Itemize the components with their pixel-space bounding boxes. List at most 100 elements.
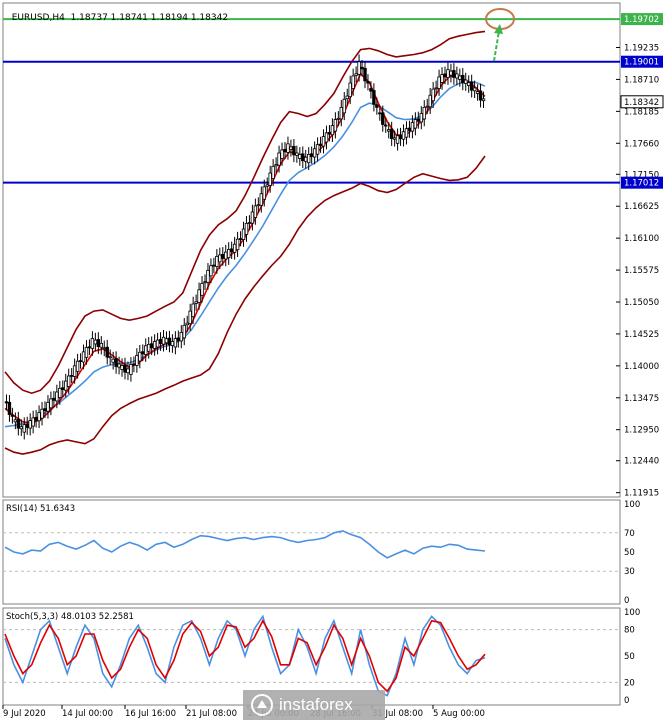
candle-body [280, 149, 284, 159]
candle-body [72, 365, 77, 377]
candle-body [138, 351, 142, 362]
candle-body [203, 281, 207, 284]
price-tick-label: 1.12440 [624, 457, 659, 467]
price-tick-label: 1.18710 [624, 75, 659, 85]
candle-body [292, 145, 296, 156]
candle-body [307, 154, 311, 164]
candle-body [149, 343, 154, 349]
level-tag-text-1.19001: 1.19001 [624, 58, 659, 68]
candle-body [410, 122, 415, 132]
candle-body [43, 408, 47, 412]
candle-body [351, 75, 355, 89]
price-tick-label: 1.17660 [624, 139, 659, 149]
candle-body [224, 251, 228, 260]
candle-body [339, 106, 343, 120]
rsi-tick-label: 50 [624, 548, 635, 558]
candle-body [253, 205, 258, 218]
price-layer [3, 18, 620, 455]
candle-body [34, 416, 38, 421]
candle-body [283, 148, 287, 153]
candle-body [4, 401, 9, 404]
candle-body [25, 423, 29, 428]
candle-body [446, 69, 450, 78]
candle-body [99, 342, 103, 348]
candle-body [277, 152, 281, 166]
price-tick-label: 1.16100 [624, 234, 659, 244]
candle-body [455, 73, 459, 79]
candle-body [152, 341, 157, 349]
candle-body [413, 119, 418, 129]
candle-body [197, 289, 201, 303]
bollinger-upper-line [4, 30, 486, 395]
candle-body [114, 358, 118, 367]
candle-body [327, 131, 332, 135]
price-tick-label: 1.15575 [624, 266, 659, 276]
candle-body [144, 345, 148, 355]
price-tick-label: 1.16625 [624, 202, 659, 212]
candle-body [16, 418, 21, 429]
rsi-tick-label: 0 [624, 596, 629, 606]
candle-body [265, 184, 269, 187]
candle-body [58, 387, 62, 398]
candle-body [389, 128, 394, 140]
candle-body [419, 113, 423, 123]
candle-body [478, 90, 483, 101]
level-tag-text-1.19702: 1.19702 [624, 15, 659, 25]
candle-body [342, 98, 346, 114]
candle-body [209, 265, 213, 277]
candle-body [96, 339, 101, 347]
candle-body [375, 104, 379, 108]
candle-body [425, 105, 429, 108]
x-tick-label: 21 Jul 08:00 [186, 709, 237, 719]
candle-body [235, 238, 240, 251]
candle-body [232, 243, 237, 253]
candle-body [105, 346, 109, 358]
candle-body [129, 364, 133, 375]
candle-body [381, 112, 385, 125]
candle-body [52, 397, 56, 401]
candle-body [132, 363, 136, 366]
candle-body [37, 412, 41, 422]
candle-body [298, 154, 302, 159]
candle-body [147, 343, 151, 352]
price-tick-label: 1.14525 [624, 330, 659, 340]
symbol-label: EURUSD,H4 [11, 13, 65, 23]
candle-body [158, 339, 163, 344]
candle-body [161, 336, 166, 345]
candle-body [84, 347, 89, 358]
candle-body [289, 146, 293, 150]
candle-body [434, 87, 438, 90]
candle-body [78, 360, 83, 362]
candle-body [472, 87, 477, 92]
candle-body [395, 135, 400, 144]
stoch-tick-label: 50 [624, 652, 635, 662]
candle-body [304, 156, 308, 162]
candle-body [194, 301, 198, 304]
candle-body [366, 81, 370, 84]
candle-body [250, 211, 255, 224]
candle-body [469, 81, 474, 91]
chart-title: EURUSD,H4 1.18737 1.18741 1.18194 1.1834… [6, 3, 228, 23]
candle-body [179, 332, 183, 342]
price-tick-label: 1.12950 [624, 426, 659, 436]
candle-body [315, 144, 320, 155]
rsi-tick-label: 100 [624, 500, 640, 510]
candle-body [49, 398, 53, 409]
candle-body [363, 67, 367, 82]
candle-body [475, 91, 480, 94]
candle-body [31, 417, 35, 427]
candle-body [87, 346, 92, 349]
level-tag-text-1.17012: 1.17012 [624, 179, 659, 189]
candle-body [401, 131, 406, 140]
candle-body [360, 66, 364, 70]
stoch-tick-label: 100 [624, 608, 640, 618]
candle-body [123, 364, 127, 373]
candle-body [274, 164, 278, 167]
candle-body [22, 424, 26, 433]
candle-body [229, 248, 234, 253]
candle-body [259, 193, 263, 206]
green-arrow-head [494, 24, 503, 34]
rsi-layer [3, 530, 620, 572]
candle-body [262, 186, 266, 200]
candle-body [244, 222, 249, 235]
